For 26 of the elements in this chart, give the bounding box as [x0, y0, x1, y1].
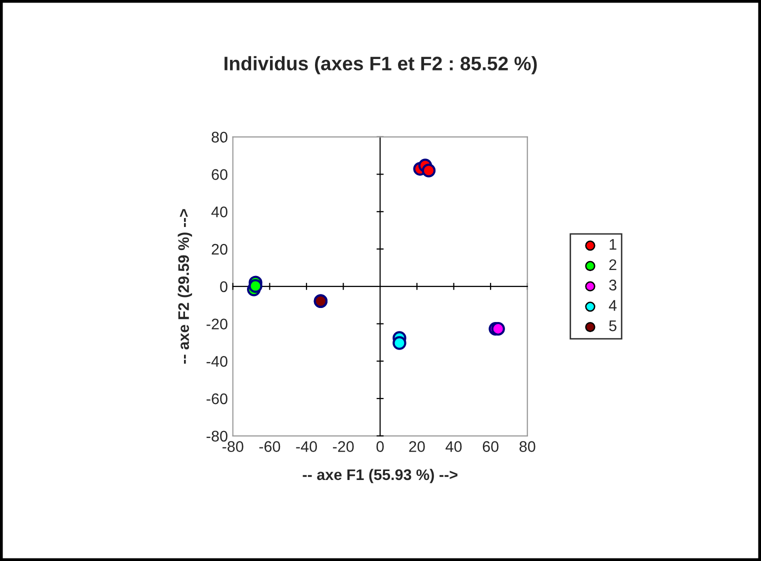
chart-title: Individus (axes F1 et F2 : 85.52 %) — [224, 56, 537, 74]
y-axis-title: -- axe F2 (29.59 %) --> — [178, 209, 192, 364]
legend-label: 4 — [608, 300, 617, 311]
x-tick-label: 40 — [446, 441, 462, 452]
y-tick-label: -60 — [206, 393, 228, 404]
y-tick-label: -20 — [206, 318, 228, 330]
y-tick-label: 0 — [220, 281, 228, 292]
y-tick-label: 80 — [212, 132, 228, 143]
y-tick-label: -80 — [206, 430, 228, 442]
y-tick-label: 40 — [211, 206, 228, 218]
x-tick-label: 20 — [409, 441, 425, 452]
legend-label: 1 — [610, 239, 616, 250]
x-tick-label: -60 — [259, 441, 280, 452]
x-tick-label: 80 — [520, 441, 536, 452]
legend-label: 2 — [609, 259, 616, 270]
x-tick-label: -20 — [332, 441, 354, 452]
x-axis-title: -- axe F1 (55.93 %) --> — [302, 468, 458, 484]
y-tick-label: 60 — [212, 169, 228, 180]
legend-label: 3 — [609, 280, 616, 290]
x-tick-label: -40 — [296, 441, 317, 452]
x-tick-label: 60 — [482, 441, 498, 452]
y-tick-label: -40 — [206, 356, 228, 367]
x-tick-label: 0 — [376, 441, 384, 452]
legend-label: 5 — [609, 320, 616, 332]
x-tick-label: -80 — [222, 441, 244, 452]
y-tick-label: 20 — [212, 244, 228, 255]
